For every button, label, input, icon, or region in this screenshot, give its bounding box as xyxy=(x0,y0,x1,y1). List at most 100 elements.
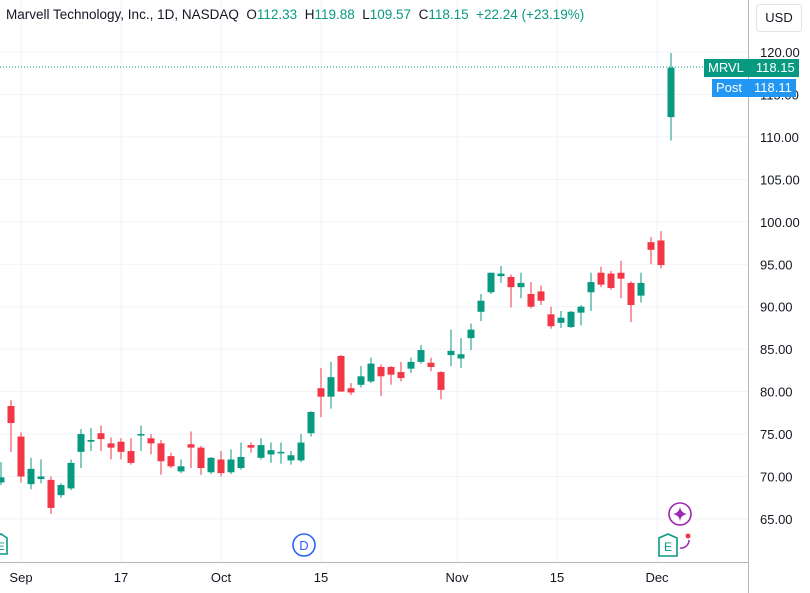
currency-button[interactable]: USD xyxy=(756,4,802,32)
price-axis[interactable]: 120.00115.00110.00105.00100.0095.0090.00… xyxy=(760,45,800,527)
change-value: +22.24 (+23.19%) xyxy=(476,7,585,22)
candle-body xyxy=(437,372,445,390)
candle-body xyxy=(327,377,335,397)
earnings-label: E xyxy=(0,541,5,553)
x-tick-label: Oct xyxy=(211,570,232,585)
symbol-legend: Marvell Technology, Inc., 1D, NASDAQ O11… xyxy=(6,7,584,22)
symbol-tag: MRVL xyxy=(708,60,744,75)
candle-body xyxy=(467,329,475,339)
spark-icon[interactable] xyxy=(668,502,692,526)
candle-body xyxy=(297,442,305,461)
candle-body xyxy=(57,484,65,496)
candle-body xyxy=(367,363,375,382)
candle-body xyxy=(627,282,635,306)
candle-body xyxy=(607,273,615,289)
y-tick-label: 95.00 xyxy=(760,257,793,272)
candle-body xyxy=(37,476,45,480)
open-value: 112.33 xyxy=(256,7,298,22)
candle-body xyxy=(587,282,595,293)
candle-body xyxy=(357,376,365,385)
candle-body xyxy=(0,477,5,483)
symbol-title: Marvell Technology, Inc., 1D, NASDAQ xyxy=(6,7,239,22)
high-value: 119.88 xyxy=(314,7,355,22)
candle-body xyxy=(487,272,495,293)
open-label: O xyxy=(246,7,257,22)
y-tick-label: 65.00 xyxy=(760,512,793,527)
candle-body xyxy=(547,314,555,327)
candle-body xyxy=(597,272,605,285)
candle-body xyxy=(347,388,355,393)
candle-body xyxy=(27,468,35,485)
notification-dot-icon xyxy=(685,533,691,539)
candle-body xyxy=(277,451,285,454)
candle-body xyxy=(447,350,455,356)
candle-body xyxy=(67,462,75,489)
candle-body xyxy=(497,273,505,277)
candle-body xyxy=(187,444,195,448)
time-axis[interactable]: Sep 17 Oct 15 Nov 15 Dec xyxy=(9,570,669,585)
candle-body xyxy=(87,439,95,442)
high-label: H xyxy=(304,7,315,22)
low-value: 109.57 xyxy=(369,7,412,22)
candle-body xyxy=(507,276,515,288)
earnings-label: E xyxy=(664,540,672,554)
candle-body xyxy=(287,455,295,461)
candle-body xyxy=(77,434,85,452)
candle-body xyxy=(117,441,125,452)
candle-body xyxy=(177,466,185,472)
candle-body xyxy=(657,240,665,266)
candle-body xyxy=(637,282,645,296)
candle-body xyxy=(617,272,625,279)
candle-body xyxy=(167,456,175,467)
candle-body xyxy=(157,443,165,462)
candle-body xyxy=(417,349,425,362)
candle-body xyxy=(7,406,15,424)
candle-body xyxy=(647,242,655,250)
candle-body xyxy=(267,450,275,455)
candle-body xyxy=(457,354,465,359)
candle-body xyxy=(307,411,315,434)
y-tick-label: 90.00 xyxy=(760,300,793,315)
candle-body xyxy=(207,457,215,473)
earnings-marker-dec[interactable]: E xyxy=(658,533,678,557)
candle-body xyxy=(517,282,525,288)
y-tick-label: 120.00 xyxy=(760,45,800,60)
candle-body xyxy=(127,451,135,463)
last-price-tag: MRVL 118.15 xyxy=(704,59,799,77)
last-price: 118.15 xyxy=(755,60,795,75)
y-tick-label: 70.00 xyxy=(760,470,793,485)
y-tick-label: 100.00 xyxy=(760,215,800,230)
post-price: 118.11 xyxy=(754,80,792,95)
candle-body xyxy=(557,317,565,323)
candle-body xyxy=(527,293,535,307)
x-tick-label: 17 xyxy=(114,570,128,585)
candle-body xyxy=(337,355,345,392)
candle-body xyxy=(257,445,265,458)
earnings-marker-sep[interactable]: E xyxy=(0,533,8,555)
candle-body xyxy=(97,433,105,440)
candle-body xyxy=(197,447,205,469)
y-tick-label: 75.00 xyxy=(760,427,793,442)
x-tick-label: Sep xyxy=(9,570,32,585)
x-tick-label: 15 xyxy=(550,570,564,585)
candle-body xyxy=(227,459,235,473)
candle-body xyxy=(147,438,155,444)
candle-body xyxy=(387,366,395,375)
candle-body xyxy=(407,361,415,369)
grid xyxy=(0,0,748,562)
candle-body xyxy=(537,291,545,301)
y-tick-label: 105.00 xyxy=(760,172,800,187)
dividend-marker[interactable]: D xyxy=(292,533,316,557)
earnings-arc-icon xyxy=(679,539,690,549)
candle-body xyxy=(397,372,405,379)
y-tick-label: 80.00 xyxy=(760,385,793,400)
candle-body xyxy=(247,445,255,448)
candles xyxy=(0,53,675,514)
candle-body xyxy=(577,306,585,313)
x-tick-label: Nov xyxy=(445,570,469,585)
close-value: 118.15 xyxy=(428,7,469,22)
y-tick-label: 110.00 xyxy=(760,130,799,145)
post-market-tag: Post 118.11 xyxy=(712,79,796,97)
low-label: L xyxy=(362,7,370,22)
